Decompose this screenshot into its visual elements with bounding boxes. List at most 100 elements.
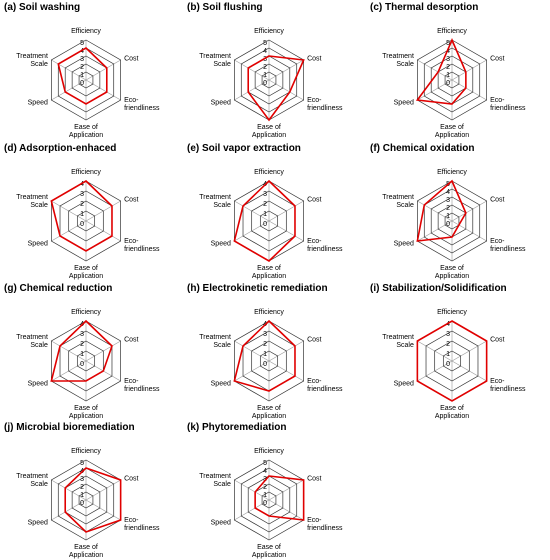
axis-label: Eco-friendliness bbox=[124, 378, 160, 394]
axis-label: Eco-friendliness bbox=[124, 97, 160, 113]
grid-ring bbox=[444, 212, 460, 230]
axis-label: Treatment Scale bbox=[199, 334, 231, 350]
axis-label: Speed bbox=[210, 519, 231, 527]
chart-panel: 0 1 2 3 4 Efficiency Cost Eco-friendliness Ease … bbox=[0, 141, 183, 280]
chart-title: (f) Chemical oxidation bbox=[370, 143, 475, 154]
r-tick-label: 1 bbox=[80, 211, 84, 218]
grid-ring bbox=[247, 475, 291, 525]
axis-label: Eco-friendliness bbox=[490, 97, 526, 113]
chart-title: (g) Chemical reduction bbox=[4, 283, 113, 294]
spoke bbox=[268, 59, 304, 81]
spoke bbox=[417, 59, 453, 81]
chart-title: (e) Soil vapor extraction bbox=[187, 143, 301, 154]
chart-title: (i) Stabilization/Solidification bbox=[370, 283, 507, 294]
axis-label: Speed bbox=[27, 380, 48, 388]
axis-label: Ease of Application bbox=[68, 265, 104, 280]
axis-label: Cost bbox=[490, 55, 505, 63]
chart-title: (d) Adsorption-enhaced bbox=[4, 143, 117, 154]
chart-title: (h) Electrokinetic remediation bbox=[187, 283, 328, 294]
axis-label: Cost bbox=[124, 196, 139, 204]
axis-label: Ease of Application bbox=[251, 124, 287, 139]
grid-ring bbox=[442, 350, 462, 372]
r-tick-label: 5 bbox=[263, 460, 267, 467]
r-tick-label: 1 bbox=[446, 351, 450, 358]
r-tick-label: 3 bbox=[80, 56, 84, 63]
chart-panel: 0 1 2 3 4 Efficiency Cost Eco-friendliness Ease … bbox=[366, 281, 549, 420]
data-polygon bbox=[416, 179, 467, 242]
data-polygon bbox=[233, 319, 296, 392]
grid-ring bbox=[423, 47, 481, 113]
axis-label: Eco-friendliness bbox=[490, 378, 526, 394]
axis-label: Ease of Application bbox=[251, 405, 287, 420]
axis-label: Treatment Scale bbox=[382, 334, 414, 350]
axis-label: Cost bbox=[124, 336, 139, 344]
axis-label: Treatment Scale bbox=[16, 53, 48, 69]
r-tick-label: 3 bbox=[446, 197, 450, 204]
axis-label: Efficiency bbox=[71, 448, 101, 455]
r-tick-label: 2 bbox=[80, 201, 84, 208]
grid-ring bbox=[78, 491, 94, 509]
axis-label: Cost bbox=[124, 475, 139, 483]
r-tick-label: 2 bbox=[263, 484, 267, 491]
axis-label: Eco-friendliness bbox=[307, 517, 343, 533]
axis-label: Eco-friendliness bbox=[307, 97, 343, 113]
grid-ring bbox=[430, 196, 474, 246]
axis-label: Cost bbox=[307, 196, 322, 204]
data-polygon bbox=[254, 475, 305, 521]
spoke bbox=[234, 499, 270, 521]
chart-title: (b) Soil flushing bbox=[187, 2, 263, 13]
chart-panel: 0 1 2 3 4 5 Efficiency Cost Eco-friendliness Ease… bbox=[366, 0, 549, 139]
axis-label: Speed bbox=[393, 380, 414, 388]
axis-label: Ease of Application bbox=[251, 544, 287, 559]
chart-title: (a) Soil washing bbox=[4, 2, 81, 13]
data-polygon bbox=[64, 467, 122, 533]
grid-ring bbox=[434, 340, 470, 382]
r-tick-label: 1 bbox=[263, 492, 267, 499]
axis-label: Eco-friendliness bbox=[124, 517, 160, 533]
grid-ring bbox=[240, 47, 298, 113]
spoke bbox=[51, 479, 87, 501]
spoke bbox=[234, 59, 270, 81]
grid-ring bbox=[259, 350, 279, 372]
axis-label: Eco-friendliness bbox=[307, 238, 343, 254]
r-tick-label: 3 bbox=[446, 56, 450, 63]
chart-panel: 0 1 2 3 4 5 Efficiency Cost Eco-friendliness Ease… bbox=[366, 141, 549, 280]
spoke bbox=[85, 479, 121, 501]
axis-label: Efficiency bbox=[71, 309, 101, 316]
r-tick-label: 5 bbox=[80, 460, 84, 467]
axis-label: Speed bbox=[210, 99, 231, 107]
grid-ring bbox=[71, 483, 101, 517]
r-tick-label: 3 bbox=[80, 331, 84, 338]
axis-label: Speed bbox=[27, 99, 48, 107]
spoke bbox=[85, 499, 121, 521]
spoke bbox=[451, 79, 487, 101]
r-tick-label: 0 bbox=[80, 80, 84, 87]
axis-label: Treatment Scale bbox=[16, 473, 48, 489]
chart-panel: 0 1 2 3 4 Efficiency Cost Eco-friendliness Ease … bbox=[0, 281, 183, 420]
r-tick-label: 0 bbox=[446, 80, 450, 87]
axis-label: Cost bbox=[124, 55, 139, 63]
spoke bbox=[51, 79, 87, 101]
spoke bbox=[268, 479, 304, 501]
r-tick-label: 5 bbox=[263, 40, 267, 47]
axis-label: Speed bbox=[210, 380, 231, 388]
axis-label: Treatment Scale bbox=[16, 194, 48, 210]
data-polygon bbox=[50, 319, 113, 382]
axis-label: Treatment Scale bbox=[382, 194, 414, 210]
axis-label: Treatment Scale bbox=[199, 473, 231, 489]
spoke bbox=[451, 59, 487, 81]
spoke bbox=[51, 59, 87, 81]
axis-label: Ease of Application bbox=[68, 405, 104, 420]
data-polygon bbox=[415, 37, 467, 105]
r-tick-label: 0 bbox=[263, 500, 267, 507]
